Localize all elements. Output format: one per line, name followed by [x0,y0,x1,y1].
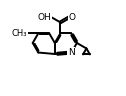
Text: N: N [68,48,75,57]
Text: CH₃: CH₃ [12,29,27,38]
Text: OH: OH [38,13,52,22]
Text: O: O [69,13,76,22]
